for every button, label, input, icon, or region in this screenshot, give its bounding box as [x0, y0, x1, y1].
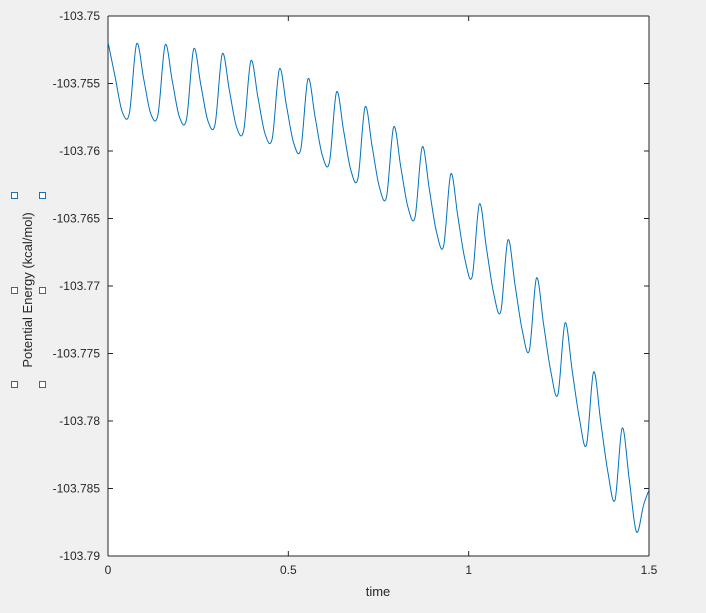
- x-tick-label: 0.5: [280, 563, 297, 577]
- data-line: [107, 41, 650, 533]
- handle: [39, 381, 46, 388]
- y-tick-label: -103.775: [53, 347, 101, 361]
- handle: [11, 381, 18, 388]
- handle: [39, 192, 46, 199]
- y-tick-label: -103.785: [53, 482, 101, 496]
- y-tick-label: -103.765: [53, 212, 101, 226]
- handle: [39, 287, 46, 294]
- y-tick-label: -103.79: [59, 549, 100, 563]
- y-tick-label: -103.76: [59, 144, 100, 158]
- x-axis-label: time: [366, 584, 391, 599]
- x-tick-label: 1.5: [641, 563, 658, 577]
- y-tick-label: -103.755: [53, 77, 101, 91]
- handle: [11, 287, 18, 294]
- y-axis-label: Potential Energy (kcal/mol): [20, 212, 35, 367]
- x-tick-label: 1: [465, 563, 472, 577]
- plot-area: [108, 16, 649, 556]
- y-tick-label: -103.75: [59, 9, 100, 23]
- handle: [11, 192, 18, 199]
- y-tick-label: -103.78: [59, 414, 100, 428]
- x-tick-label: 0: [105, 563, 112, 577]
- y-tick-label: -103.77: [59, 279, 100, 293]
- selection-handles: [11, 192, 46, 388]
